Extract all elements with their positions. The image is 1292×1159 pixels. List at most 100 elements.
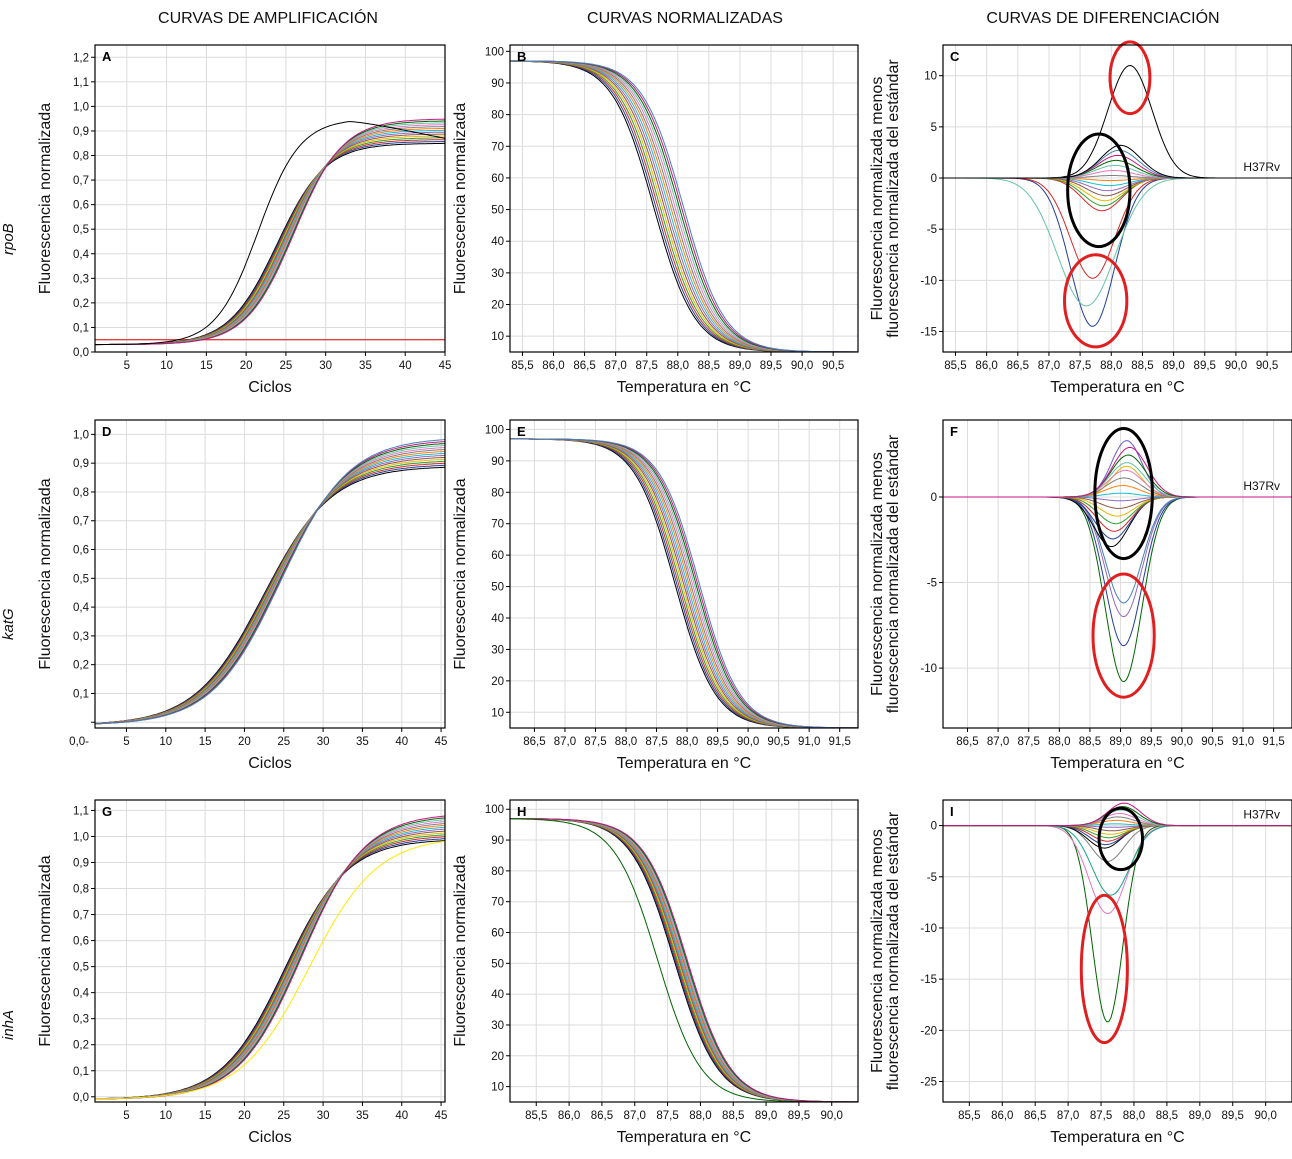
series-line-g — [95, 824, 445, 1100]
highlight-circle-c — [1063, 253, 1129, 349]
x-tick-label-i: 90,0 — [1254, 1110, 1276, 1122]
series-line-f — [943, 496, 1292, 517]
y-tick-label-b: 40 — [491, 236, 504, 248]
series-line-i — [943, 825, 1292, 832]
y-tick-label-c: 0 — [931, 173, 937, 185]
series-line-f — [943, 485, 1292, 498]
x-tick-label-d: 45 — [435, 736, 448, 748]
plot-area-f — [943, 440, 1292, 683]
y-tick-label-b: 50 — [491, 205, 504, 217]
series-line-g — [95, 828, 445, 1100]
y-axis-label-b: Fluorescencia normalizada — [452, 103, 469, 294]
series-line-a — [95, 124, 445, 346]
y-tick-label-e: 100 — [485, 424, 504, 436]
y-tick-label-d: 0,7 — [73, 516, 89, 528]
plot-area-c — [943, 64, 1292, 327]
x-tick-label-g: 20 — [238, 1110, 251, 1122]
panel-c: 85,5 86,0 86,5 87,0 87,5 88,0 88,5 89,0 89,5 90,0… — [869, 40, 1292, 396]
series-line-c — [943, 170, 1292, 179]
series-line-c — [943, 154, 1292, 179]
x-tick-label-h: 88,5 — [722, 1110, 744, 1122]
series-line-f — [943, 496, 1292, 683]
series-line-g — [95, 819, 445, 1100]
y-axis-label-e: Fluorescencia normalizada — [452, 478, 469, 669]
y-tick-label-e: 10 — [491, 707, 504, 719]
x-tick-label-e: 87,0 — [554, 736, 576, 748]
x-tick-label-g: 30 — [317, 1110, 330, 1122]
x-tick-label-c: 89,0 — [1162, 360, 1184, 372]
panel-g: 5 10 15 20 25 30 35 40 45 0,0 0,1 0,2 0,3 0,4 0,5 0,6 0,… — [37, 799, 448, 1146]
series-line-c — [943, 177, 1292, 192]
series-line-f — [943, 462, 1292, 498]
x-tick-label-h: 86,0 — [558, 1110, 580, 1122]
x-tick-label-e: 90,5 — [767, 736, 789, 748]
series-line-c — [943, 149, 1292, 179]
series-line-c — [943, 164, 1292, 179]
x-tick-label-f: 87,5 — [1018, 736, 1040, 748]
y-tick-label-d: 0,4 — [73, 602, 90, 614]
x-tick-label-h: 90,0 — [821, 1110, 843, 1122]
frame-f — [942, 419, 1292, 729]
x-axis-label-e: Temperatura en °C — [617, 755, 751, 772]
highlight-circle-i — [1097, 806, 1145, 872]
reference-label-f: H37Rv — [1243, 479, 1280, 493]
series-line-i — [943, 825, 1292, 849]
series-line-g — [95, 821, 445, 1100]
x-tick-label-a: 15 — [200, 360, 213, 372]
x-tick-label-h: 86,5 — [591, 1110, 613, 1122]
column-title-amplification: CURVAS DE AMPLIFICACIÓN — [158, 10, 378, 27]
frame-d — [94, 419, 446, 729]
x-tick-label-b: 90,0 — [791, 360, 813, 372]
x-tick-label-c: 87,0 — [1038, 360, 1060, 372]
x-tick-label-h: 87,5 — [656, 1110, 678, 1122]
series-line-b — [510, 60, 858, 352]
x-tick-label-d: 20 — [238, 736, 251, 748]
series-line-c — [943, 64, 1292, 179]
y-tick-label-e: 20 — [491, 676, 504, 688]
frame-g — [94, 799, 446, 1103]
y-tick-label-b: 90 — [491, 78, 504, 90]
x-tick-label-i: 87,5 — [1090, 1110, 1112, 1122]
series-line-a — [95, 126, 445, 346]
y-tick-label-h: 30 — [491, 1020, 504, 1032]
y-tick-label-f: -10 — [920, 663, 937, 675]
series-line-g — [95, 840, 445, 1100]
plot-area-g — [95, 815, 445, 1100]
x-tick-label-d: 10 — [159, 736, 172, 748]
y-tick-label-e: 40 — [491, 613, 504, 625]
x-axis-label-g: Ciclos — [248, 1129, 292, 1146]
series-line-g — [95, 832, 445, 1100]
y-tick-label-h: 100 — [485, 804, 504, 816]
x-tick-label-g: 45 — [435, 1110, 448, 1122]
x-tick-label-c: 89,5 — [1194, 360, 1216, 372]
plot-area-e — [510, 438, 858, 728]
x-tick-label-d: 25 — [277, 736, 290, 748]
x-tick-label-i: 89,5 — [1222, 1110, 1244, 1122]
y-tick-label-a: 0,9 — [73, 126, 89, 138]
x-tick-label-f: 89,0 — [1109, 736, 1131, 748]
series-line-b — [510, 60, 858, 352]
y-tick-label-e: 80 — [491, 487, 504, 499]
x-tick-label-a: 40 — [399, 360, 412, 372]
x-tick-label-h: 87,0 — [624, 1110, 646, 1122]
y-axis-label-f: Fluorescencia normalizada menosfluoresce… — [869, 434, 902, 713]
x-tick-label-e: 87,5 — [584, 736, 606, 748]
y-tick-label-h: 10 — [491, 1082, 504, 1094]
reference-label-i: H37Rv — [1243, 808, 1280, 822]
x-tick-label-h: 85,5 — [525, 1110, 547, 1122]
y-tick-label-h: 20 — [491, 1051, 504, 1063]
x-tick-label-b: 85,5 — [511, 360, 533, 372]
y-tick-label-g: 0,6 — [73, 936, 89, 948]
y-tick-label-b: 20 — [491, 300, 504, 312]
frame-a — [94, 44, 446, 353]
x-tick-label-e: 91,0 — [798, 736, 820, 748]
panel-letter-c: C — [950, 49, 960, 64]
y-tick-label-g: 0,0 — [73, 1092, 89, 1104]
column-title-differentiation: CURVAS DE DIFERENCIACIÓN — [986, 10, 1220, 27]
frame-i — [942, 799, 1292, 1103]
x-tick-label-c: 86,5 — [1007, 360, 1029, 372]
series-line-b — [510, 60, 858, 352]
x-tick-label-a: 30 — [319, 360, 332, 372]
series-line-b — [510, 60, 858, 352]
y-tick-label-d: 1,0 — [73, 429, 89, 441]
